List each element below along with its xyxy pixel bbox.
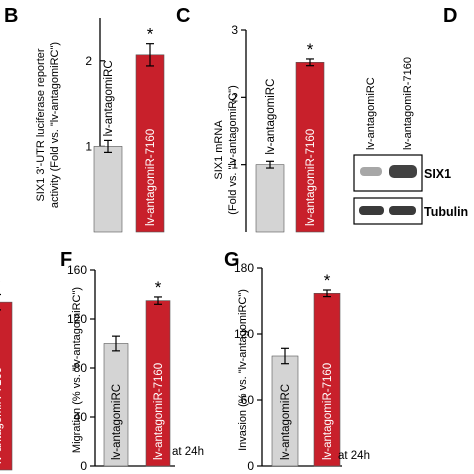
y-tick-label: 180 bbox=[234, 261, 254, 275]
bar-chart-b: B 1 2 SIX1 3'-UTR luciferase reporter activi… bbox=[4, 5, 165, 233]
panel-label-c: C bbox=[176, 5, 190, 27]
bar-label-treatment: lv-antagomiR-7160 bbox=[0, 367, 4, 464]
y-axis-label: (Fold vs. "lv-antagomiRC") bbox=[227, 85, 239, 214]
bar-chart-c: C 1 2 3 SIX1 mRNA (Fold vs. "lv-antagomiRC") l… bbox=[176, 5, 325, 233]
significance-star: * bbox=[155, 278, 162, 297]
significance-star: * bbox=[147, 25, 154, 44]
bar-chart-e-partial: * lv-antagomiR-7160 bbox=[0, 275, 13, 471]
panel-label-f: F bbox=[60, 249, 72, 271]
bar-label-treatment: lv-antagomiR-7160 bbox=[305, 129, 317, 226]
bar-treatment bbox=[295, 62, 325, 233]
western-blot-panel: D lv-antagomiRC lv-antagomiR-7160 SIX1 T… bbox=[353, 5, 468, 225]
tubulin-band-lane2 bbox=[389, 206, 416, 215]
bar-control bbox=[271, 355, 299, 467]
bar-treatment bbox=[135, 54, 165, 233]
y-tick-label: 60 bbox=[241, 393, 255, 407]
blot-band-label-tubulin: Tubulin bbox=[424, 205, 468, 219]
bar-label-treatment: lv-antagomiR-7160 bbox=[153, 363, 165, 460]
bar-chart-g: G 0 60 120 180 Invasion (% vs. "lv-antagomiRC… bbox=[224, 249, 370, 473]
bar-label-control: lv-antagomiRC bbox=[280, 384, 292, 460]
y-tick-label: 40 bbox=[74, 410, 88, 424]
y-axis-label: Invasion (% vs. "lv-antagomiRC") bbox=[237, 289, 249, 451]
y-tick-label: 2 bbox=[231, 90, 238, 104]
bar-chart-f: F 0 40 80 120 160 Migration (% vs. "lv-antagom… bbox=[60, 249, 204, 473]
significance-star: * bbox=[324, 271, 331, 290]
bar-control bbox=[93, 146, 123, 233]
y-tick-label: 120 bbox=[67, 312, 87, 326]
y-tick-label: 1 bbox=[85, 139, 92, 153]
charts-layer: B 1 2 SIX1 3'-UTR luciferase reporter activi… bbox=[0, 5, 370, 473]
bar-label-treatment: lv-antagomiR-7160 bbox=[322, 363, 334, 460]
y-axis-label: activity (Fold vs. "lv-antagomiRC") bbox=[49, 42, 61, 208]
panel-label-b: B bbox=[4, 5, 18, 27]
bar-treatment bbox=[313, 292, 341, 467]
y-tick-label: 160 bbox=[67, 263, 87, 277]
y-axis-label: SIX1 mRNA bbox=[213, 120, 225, 180]
y-axis-label: SIX1 3'-UTR luciferase reporter bbox=[35, 48, 47, 201]
time-note: at 24h bbox=[172, 446, 204, 458]
bar-label-control: lv-antagomiRC bbox=[265, 79, 277, 155]
bar-control bbox=[103, 343, 129, 467]
bar-treatment bbox=[145, 300, 171, 467]
y-tick-label: 80 bbox=[74, 361, 88, 375]
panel-label-g: G bbox=[224, 249, 240, 271]
bar-treatment bbox=[0, 301, 13, 471]
bar-label-control: lv-antagomiRC bbox=[103, 60, 115, 136]
y-tick-label: 120 bbox=[234, 327, 254, 341]
y-tick-label: 0 bbox=[247, 459, 254, 473]
bar-label-control: lv-antagomiRC bbox=[111, 384, 123, 460]
y-tick-label: 0 bbox=[80, 459, 87, 473]
six1-band-lane2 bbox=[389, 165, 417, 178]
six1-band-lane1 bbox=[360, 167, 382, 176]
panel-label-d: D bbox=[443, 5, 457, 27]
significance-star: * bbox=[0, 275, 1, 294]
blot-band-label-six1: SIX1 bbox=[424, 167, 451, 181]
y-tick-label: 2 bbox=[85, 54, 92, 68]
tubulin-band-lane1 bbox=[359, 206, 384, 215]
y-tick-label: 1 bbox=[231, 158, 238, 172]
y-tick-label: 3 bbox=[231, 23, 238, 37]
bar-control bbox=[255, 164, 285, 233]
y-axis-label: Migration (% vs. "lv-antagomiRC") bbox=[71, 287, 83, 453]
blot-lane-label-1: lv-antagomiRC bbox=[365, 77, 377, 150]
bar-label-treatment: lv-antagomiR-7160 bbox=[145, 129, 157, 226]
time-note: at 24h bbox=[338, 450, 370, 462]
significance-star: * bbox=[307, 40, 314, 59]
blot-lane-label-2: lv-antagomiR-7160 bbox=[402, 57, 414, 150]
